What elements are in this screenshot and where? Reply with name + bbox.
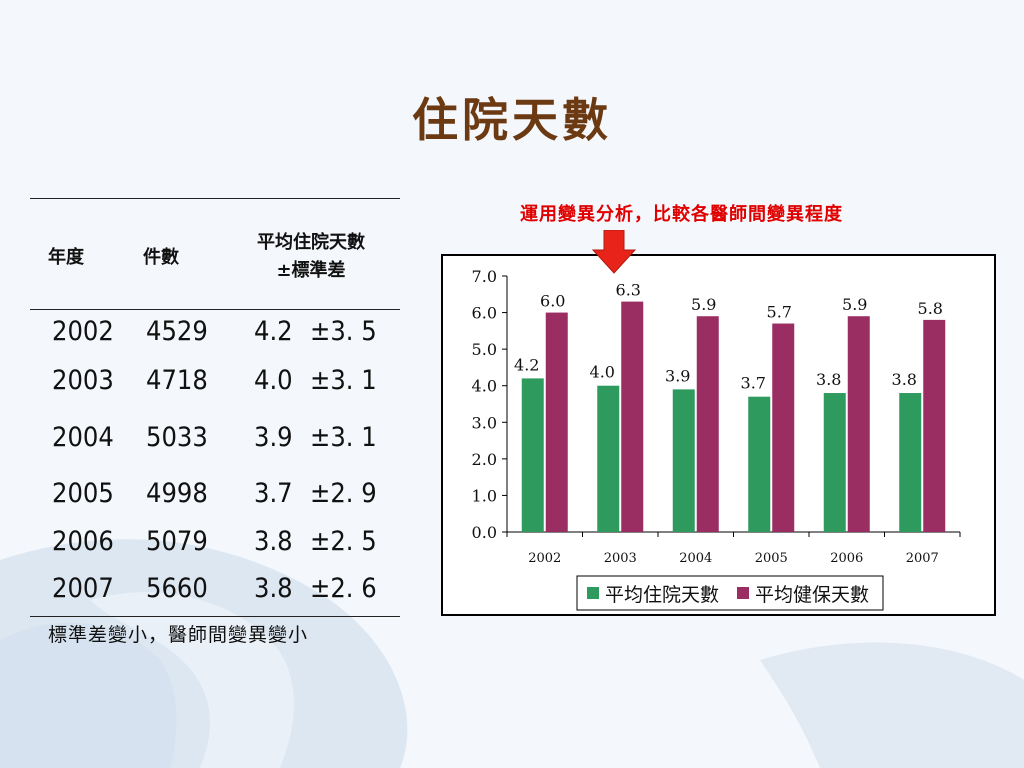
y-tick-label: 6.0: [472, 304, 497, 323]
bar-series1: [748, 396, 771, 532]
cell-sd: ±2. 6: [310, 573, 377, 604]
data-label: 5.7: [767, 303, 792, 322]
table-row: 2005 4998 3.7 ±2. 9: [30, 478, 400, 514]
bar-series2: [923, 319, 946, 532]
cell-avg: 4.2: [254, 316, 293, 347]
bar-series1: [672, 389, 695, 532]
x-tick-label: 2005: [755, 551, 788, 566]
cell-count: 5079: [146, 526, 208, 557]
y-tick-label: 1.0: [472, 486, 497, 505]
table-row: 2007 5660 3.8 ±2. 6: [30, 573, 400, 609]
cell-year: 2007: [52, 573, 114, 604]
cell-count: 5660: [146, 573, 208, 604]
chart-annotation: 運用變異分析，比較各醫師間變異程度: [520, 204, 843, 225]
table-row: 2002 4529 4.2 ±3. 5: [30, 316, 400, 352]
header-count: 件數: [143, 247, 179, 268]
cell-year: 2002: [52, 316, 114, 347]
header-year: 年度: [48, 247, 84, 268]
y-tick-label: 7.0: [472, 267, 497, 286]
chart-panel: 0.0 1.0 2.0 3.0 4.0 5.0 6.0 7.0 4.2 6.0 2002 4.0 6.3…: [441, 254, 996, 616]
bar-series1: [521, 378, 544, 532]
bar-series2: [696, 316, 719, 532]
y-tick-label: 2.0: [472, 450, 497, 469]
data-label: 6.0: [540, 292, 565, 311]
y-tick-label: 4.0: [472, 377, 497, 396]
bar-chart: 0.0 1.0 2.0 3.0 4.0 5.0 6.0 7.0 4.2 6.0 2002 4.0 6.3…: [472, 267, 961, 611]
table-row: 2006 5079 3.8 ±2. 5: [30, 526, 400, 562]
bar-series2: [772, 323, 795, 532]
header-avg: 平均住院天數 ±標準差: [226, 229, 396, 285]
stay-table: 年度 件數 平均住院天數 ±標準差 2002 4529 4.2 ±3. 5 20…: [30, 198, 400, 617]
bar-series1: [823, 393, 846, 532]
table-row: 2003 4718 4.0 ±3. 1: [30, 365, 400, 401]
data-label: 3.8: [816, 370, 841, 389]
cell-count: 4998: [146, 478, 208, 509]
down-arrow-icon: [591, 230, 637, 274]
slide-title: 住院天數: [412, 93, 612, 147]
cell-avg: 3.9: [254, 422, 293, 453]
bar-series2: [621, 301, 644, 532]
y-tick-label: 5.0: [472, 340, 497, 359]
bar-series1: [597, 385, 620, 532]
cell-avg: 3.8: [254, 573, 293, 604]
x-tick-label: 2006: [830, 551, 863, 566]
x-tick-label: 2004: [679, 551, 712, 566]
header-avg-line1: 平均住院天數: [257, 232, 365, 253]
x-tick-label: 2003: [604, 551, 637, 566]
bar-series1: [899, 393, 922, 532]
data-label: 3.9: [665, 366, 690, 385]
data-label: 5.9: [842, 295, 867, 314]
table-row: 2004 5033 3.9 ±3. 1: [30, 422, 400, 458]
cell-sd: ±3. 5: [310, 316, 377, 347]
legend-label-series2: 平均健保天數: [755, 584, 869, 606]
data-label: 5.9: [691, 295, 716, 314]
table-note: 標準差變小，醫師間變異變小: [48, 624, 309, 646]
data-label: 6.3: [616, 281, 641, 300]
x-tick-label: 2002: [528, 551, 561, 566]
legend-swatch-series2: [737, 587, 749, 599]
header-avg-line2: ±標準差: [276, 260, 346, 281]
y-tick-label: 3.0: [472, 413, 497, 432]
bar-series2: [847, 316, 870, 532]
legend-box: [576, 575, 884, 611]
data-label: 3.7: [741, 374, 766, 393]
cell-count: 5033: [146, 422, 208, 453]
cell-avg: 4.0: [254, 365, 293, 396]
data-label: 3.8: [892, 370, 917, 389]
cell-year: 2004: [52, 422, 114, 453]
data-label: 4.2: [514, 355, 539, 374]
bar-series2: [545, 312, 568, 532]
cell-avg: 3.8: [254, 526, 293, 557]
cell-sd: ±2. 9: [310, 478, 377, 509]
y-tick-label: 0.0: [472, 523, 497, 542]
cell-year: 2003: [52, 365, 114, 396]
legend-swatch-series1: [587, 587, 599, 599]
cell-count: 4529: [146, 316, 208, 347]
data-label: 5.8: [918, 299, 943, 318]
table-header: 年度 件數 平均住院天數 ±標準差: [30, 199, 400, 310]
cell-avg: 3.7: [254, 478, 293, 509]
cell-year: 2005: [52, 478, 114, 509]
cell-sd: ±2. 5: [310, 526, 377, 557]
cell-count: 4718: [146, 365, 208, 396]
cell-sd: ±3. 1: [310, 365, 377, 396]
cell-year: 2006: [52, 526, 114, 557]
x-tick-label: 2007: [906, 551, 939, 566]
table-body: 2002 4529 4.2 ±3. 5 2003 4718 4.0 ±3. 1 …: [30, 310, 400, 616]
cell-sd: ±3. 1: [310, 422, 377, 453]
data-label: 4.0: [590, 363, 615, 382]
legend-label-series1: 平均住院天數: [605, 584, 719, 606]
